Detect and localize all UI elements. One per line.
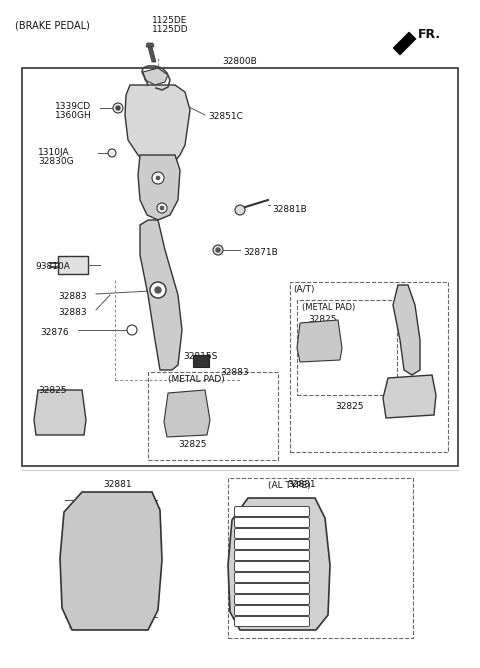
Ellipse shape [152, 172, 164, 184]
Polygon shape [146, 43, 154, 47]
Text: 1310JA: 1310JA [38, 148, 70, 157]
Ellipse shape [160, 206, 164, 210]
Text: 1125DE: 1125DE [152, 16, 187, 25]
Text: 32881: 32881 [104, 480, 132, 489]
Text: (METAL PAD): (METAL PAD) [302, 303, 355, 312]
FancyBboxPatch shape [235, 550, 310, 560]
Ellipse shape [216, 248, 220, 252]
FancyBboxPatch shape [235, 562, 310, 572]
Text: 32881: 32881 [288, 480, 316, 489]
Bar [148, 372, 278, 460]
FancyBboxPatch shape [235, 605, 310, 615]
Text: 1125DD: 1125DD [152, 25, 189, 34]
Ellipse shape [157, 203, 167, 213]
Bar [58, 256, 88, 274]
Bar [290, 282, 448, 452]
Text: 32876: 32876 [40, 328, 69, 337]
Text: 32800B: 32800B [223, 57, 257, 66]
Polygon shape [393, 285, 420, 375]
Text: 93810A: 93810A [35, 262, 70, 271]
Polygon shape [34, 390, 86, 435]
Ellipse shape [108, 149, 116, 157]
Polygon shape [60, 492, 162, 630]
FancyBboxPatch shape [235, 595, 310, 605]
Bar [297, 300, 397, 395]
Polygon shape [228, 498, 330, 630]
Polygon shape [138, 155, 180, 220]
Bar [22, 68, 458, 466]
FancyBboxPatch shape [235, 584, 310, 593]
Ellipse shape [155, 287, 161, 293]
Text: 32883: 32883 [58, 308, 86, 317]
Text: (METAL PAD): (METAL PAD) [168, 375, 225, 384]
Text: FR.: FR. [418, 28, 441, 41]
Text: 32883: 32883 [220, 368, 249, 377]
Text: 32815S: 32815S [183, 352, 217, 361]
FancyBboxPatch shape [235, 528, 310, 538]
Text: 32871B: 32871B [243, 248, 278, 257]
Text: 32830G: 32830G [38, 157, 73, 166]
Ellipse shape [116, 106, 120, 110]
Polygon shape [143, 68, 168, 85]
Polygon shape [125, 85, 190, 168]
Text: 32825: 32825 [335, 402, 363, 411]
Ellipse shape [150, 282, 166, 298]
Ellipse shape [127, 325, 137, 335]
Polygon shape [164, 390, 210, 437]
Ellipse shape [235, 205, 245, 215]
FancyBboxPatch shape [235, 506, 310, 516]
Text: (A/T): (A/T) [293, 285, 314, 294]
FancyBboxPatch shape [235, 518, 310, 528]
FancyBboxPatch shape [235, 617, 310, 627]
Polygon shape [140, 220, 182, 370]
Ellipse shape [156, 176, 160, 180]
Polygon shape [148, 47, 156, 62]
Text: 1360GH: 1360GH [55, 111, 92, 120]
Text: 32825: 32825 [308, 315, 336, 324]
FancyBboxPatch shape [235, 540, 310, 550]
Bar [228, 478, 413, 638]
Polygon shape [297, 320, 342, 362]
Polygon shape [393, 32, 416, 55]
Polygon shape [383, 375, 436, 418]
Bar [193, 355, 209, 367]
Text: (BRAKE PEDAL): (BRAKE PEDAL) [15, 20, 90, 30]
Text: 32883: 32883 [58, 292, 86, 301]
FancyBboxPatch shape [235, 572, 310, 582]
Ellipse shape [113, 103, 123, 113]
Text: 32881B: 32881B [272, 205, 307, 214]
Text: 32825: 32825 [38, 386, 67, 395]
Text: 32825: 32825 [178, 440, 206, 449]
Ellipse shape [213, 245, 223, 255]
Text: (AL TYPE): (AL TYPE) [268, 481, 311, 490]
Text: 32851C: 32851C [208, 112, 243, 121]
Text: 1339CD: 1339CD [55, 102, 91, 111]
